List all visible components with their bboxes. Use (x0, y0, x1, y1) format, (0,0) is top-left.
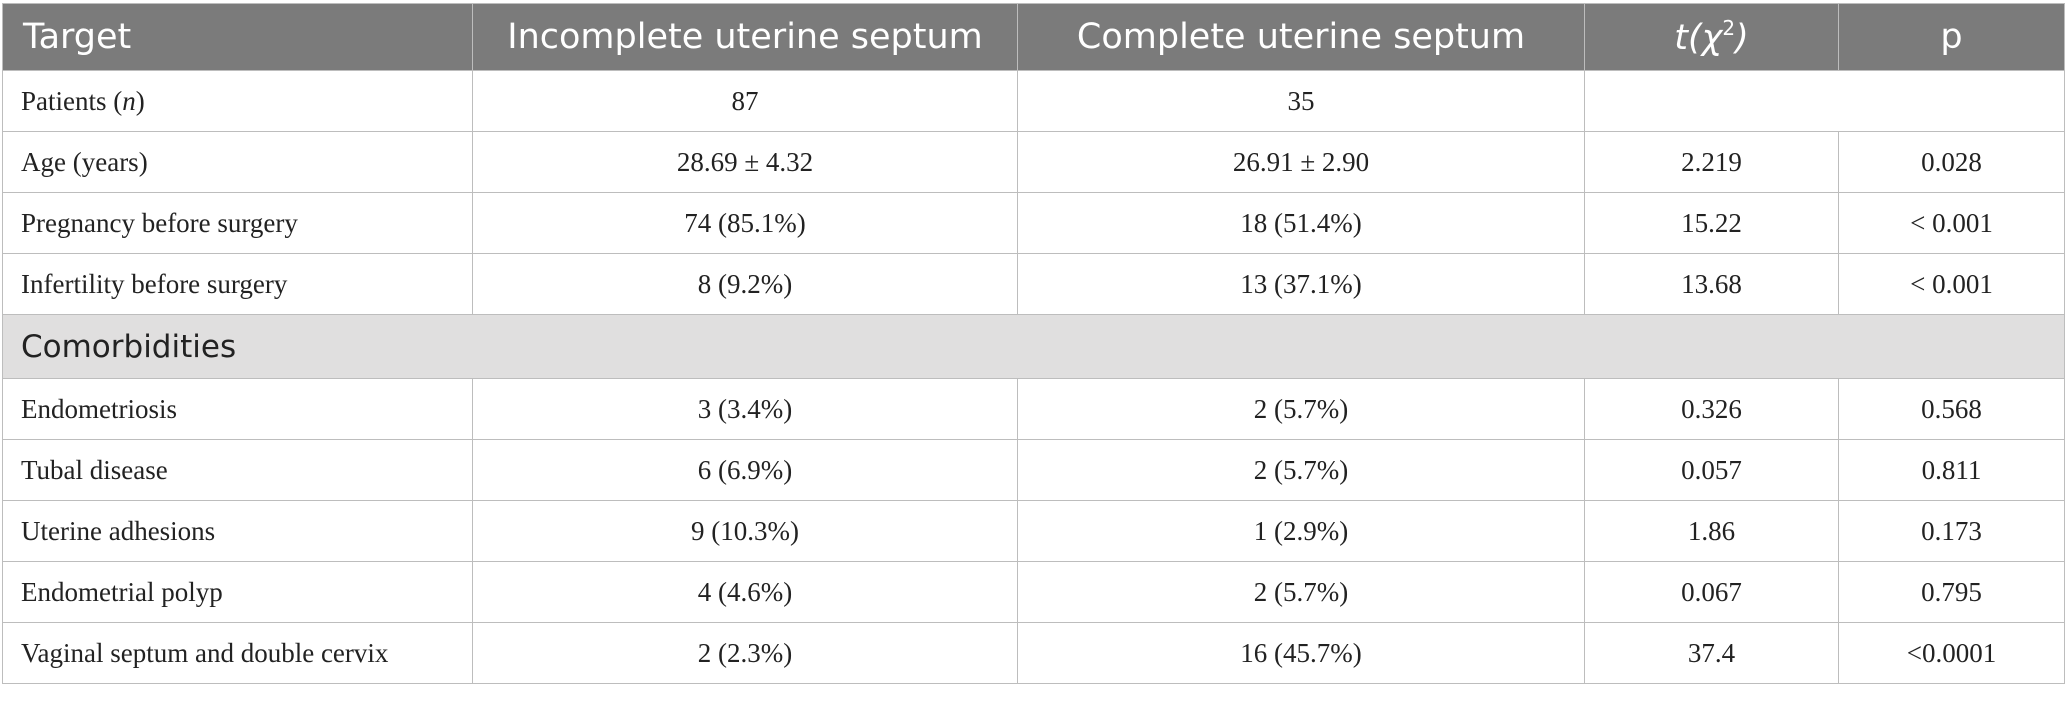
data-table: Target Incomplete uterine septum Complet… (2, 3, 2065, 684)
row-label: Infertility before surgery (2, 253, 473, 315)
complete-value: 13 (37.1%) (1017, 253, 1585, 315)
incomplete-value: 3 (3.4%) (472, 378, 1018, 440)
section-title: Comorbidities (2, 314, 2065, 379)
stat-value: 13.68 (1584, 253, 1839, 315)
p-value: < 0.001 (1838, 253, 2065, 315)
header-test-statistic: t(χ2) (1584, 3, 1839, 71)
row-label: Patients (n) (2, 70, 473, 132)
header-row: Target Incomplete uterine septum Complet… (2, 3, 2065, 71)
table-row-patients: Patients (n) 87 35 (2, 70, 2065, 132)
row-label: Uterine adhesions (2, 500, 473, 562)
stat-value: 0.067 (1584, 561, 1839, 623)
row-label: Endometriosis (2, 378, 473, 440)
stat-value: 0.326 (1584, 378, 1839, 440)
patients-label-close: ) (135, 85, 145, 116)
row-label: Pregnancy before surgery (2, 192, 473, 254)
table-row: Endometriosis 3 (3.4%) 2 (5.7%) 0.326 0.… (2, 378, 2065, 440)
incomplete-value: 9 (10.3%) (472, 500, 1018, 562)
stat-value: 1.86 (1584, 500, 1839, 562)
header-incomplete-septum: Incomplete uterine septum (472, 3, 1018, 71)
p-value: 0.795 (1838, 561, 2065, 623)
complete-value: 2 (5.7%) (1017, 439, 1585, 501)
incomplete-value: 28.69 ± 4.32 (472, 131, 1018, 193)
header-stat-close: ) (1735, 18, 1749, 58)
stat-value: 0.057 (1584, 439, 1839, 501)
p-value: <0.0001 (1838, 622, 2065, 684)
header-target: Target (2, 3, 473, 71)
incomplete-value: 87 (472, 70, 1018, 132)
incomplete-value: 2 (2.3%) (472, 622, 1018, 684)
table-row: Age (years) 28.69 ± 4.32 26.91 ± 2.90 2.… (2, 131, 2065, 193)
table-row: Tubal disease 6 (6.9%) 2 (5.7%) 0.057 0.… (2, 439, 2065, 501)
incomplete-value: 4 (4.6%) (472, 561, 1018, 623)
stat-value: 2.219 (1584, 131, 1839, 193)
table-row: Infertility before surgery 8 (9.2%) 13 (… (2, 253, 2065, 315)
complete-value: 1 (2.9%) (1017, 500, 1585, 562)
p-value: 0.173 (1838, 500, 2065, 562)
p-value: 0.028 (1838, 131, 2065, 193)
complete-value: 35 (1017, 70, 1585, 132)
header-stat-text: t(χ (1674, 18, 1723, 58)
header-p-value: p (1838, 3, 2065, 71)
table-header: Target Incomplete uterine septum Complet… (2, 3, 2065, 71)
p-value: < 0.001 (1838, 192, 2065, 254)
incomplete-value: 8 (9.2%) (472, 253, 1018, 315)
header-stat-superscript: 2 (1722, 16, 1736, 40)
row-label: Endometrial polyp (2, 561, 473, 623)
complete-value: 2 (5.7%) (1017, 561, 1585, 623)
complete-value: 26.91 ± 2.90 (1017, 131, 1585, 193)
p-value: 0.568 (1838, 378, 2065, 440)
header-complete-septum: Complete uterine septum (1017, 3, 1585, 71)
stat-value: 15.22 (1584, 192, 1839, 254)
table-row: Endometrial polyp 4 (4.6%) 2 (5.7%) 0.06… (2, 561, 2065, 623)
row-label: Vaginal septum and double cervix (2, 622, 473, 684)
row-label: Age (years) (2, 131, 473, 193)
complete-value: 16 (45.7%) (1017, 622, 1585, 684)
section-row-comorbidities: Comorbidities (2, 314, 2065, 379)
table-body: Patients (n) 87 35 Age (years) 28.69 ± 4… (2, 70, 2065, 684)
patients-label-n: n (122, 85, 136, 116)
table-row: Uterine adhesions 9 (10.3%) 1 (2.9%) 1.8… (2, 500, 2065, 562)
table-row: Vaginal septum and double cervix 2 (2.3%… (2, 622, 2065, 684)
incomplete-value: 6 (6.9%) (472, 439, 1018, 501)
stat-value: 37.4 (1584, 622, 1839, 684)
incomplete-value: 74 (85.1%) (472, 192, 1018, 254)
complete-value: 18 (51.4%) (1017, 192, 1585, 254)
p-value: 0.811 (1838, 439, 2065, 501)
empty-cell (1584, 70, 2065, 132)
table-row: Pregnancy before surgery 74 (85.1%) 18 (… (2, 192, 2065, 254)
row-label: Tubal disease (2, 439, 473, 501)
complete-value: 2 (5.7%) (1017, 378, 1585, 440)
patients-label-text: Patients ( (21, 85, 123, 116)
